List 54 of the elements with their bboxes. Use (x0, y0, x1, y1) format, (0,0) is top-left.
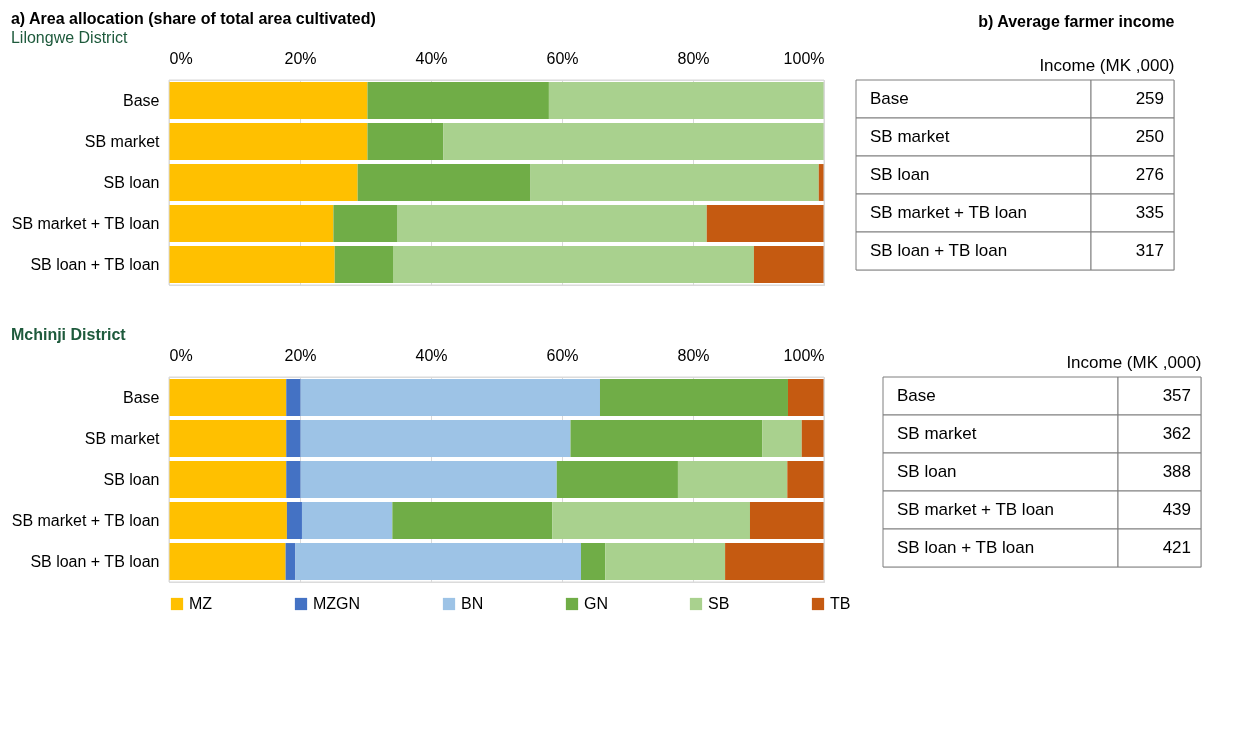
chart-title: Mchinji District (10, 326, 127, 343)
x-tick-label: 20% (284, 49, 317, 67)
category-label: SB loan + TB loan (870, 241, 1008, 260)
legend-label: TB (830, 595, 851, 612)
data-label: 276 (1135, 165, 1164, 184)
legend-label: MZ (189, 595, 213, 612)
x-tick-label: 80% (677, 346, 710, 364)
legend-label: MZGN (313, 595, 361, 612)
x-tick-label: 60% (546, 346, 579, 364)
category-label: Base (870, 89, 909, 108)
y-tick-label: SB loan + TB loan (30, 255, 160, 273)
y-tick-label: Base (123, 388, 160, 406)
x-tick-label: 40% (415, 49, 448, 67)
y-tick-label: SB market + TB loan (11, 214, 160, 232)
chart-subtitle: Lilongwe District (10, 29, 128, 46)
category-label: SB loan (870, 165, 930, 184)
y-tick-label: SB market (84, 132, 161, 150)
legend-label: GN (584, 595, 608, 612)
chart-title: a) Area allocation (share of total area cultivated) (10, 10, 376, 27)
data-label: 250 (1135, 127, 1164, 146)
y-tick-label: SB market + TB loan (11, 511, 160, 529)
category-label: SB market (870, 127, 950, 146)
x-tick-label: 100% (783, 346, 825, 364)
y-tick-label: SB loan (103, 470, 160, 488)
category-label: SB market (897, 424, 977, 443)
x-tick-label: 20% (284, 346, 317, 364)
x-tick-label: 100% (783, 49, 825, 67)
text: Income (MK ,000) (1066, 352, 1202, 372)
category-label: SB market + TB loan (870, 203, 1028, 222)
x-tick-label: 0% (169, 49, 193, 67)
category-label: SB loan + TB loan (897, 538, 1035, 557)
text: b) Average farmer income (978, 12, 1175, 30)
x-tick-label: 80% (677, 49, 710, 67)
legend-label: BN (461, 595, 484, 612)
y-tick-label: SB loan (103, 173, 160, 191)
x-tick-label: 60% (546, 49, 579, 67)
x-tick-label: 0% (169, 346, 193, 364)
data-label: 317 (1135, 241, 1164, 260)
text: Income (MK ,000) (1039, 55, 1175, 75)
category-label: SB market + TB loan (897, 500, 1055, 519)
data-label: 421 (1162, 538, 1191, 557)
data-label: 259 (1135, 89, 1164, 108)
category-label: SB loan (897, 462, 957, 481)
y-tick-label: Base (123, 91, 160, 109)
data-label: 362 (1162, 424, 1191, 443)
y-tick-label: SB market (84, 429, 161, 447)
data-label: 439 (1162, 500, 1191, 519)
data-label: 335 (1135, 203, 1164, 222)
data-label: 357 (1162, 386, 1191, 405)
x-tick-label: 40% (415, 346, 448, 364)
legend-label: SB (708, 595, 730, 612)
y-tick-label: SB loan + TB loan (30, 552, 160, 570)
data-label: 388 (1162, 462, 1191, 481)
category-label: Base (897, 386, 936, 405)
